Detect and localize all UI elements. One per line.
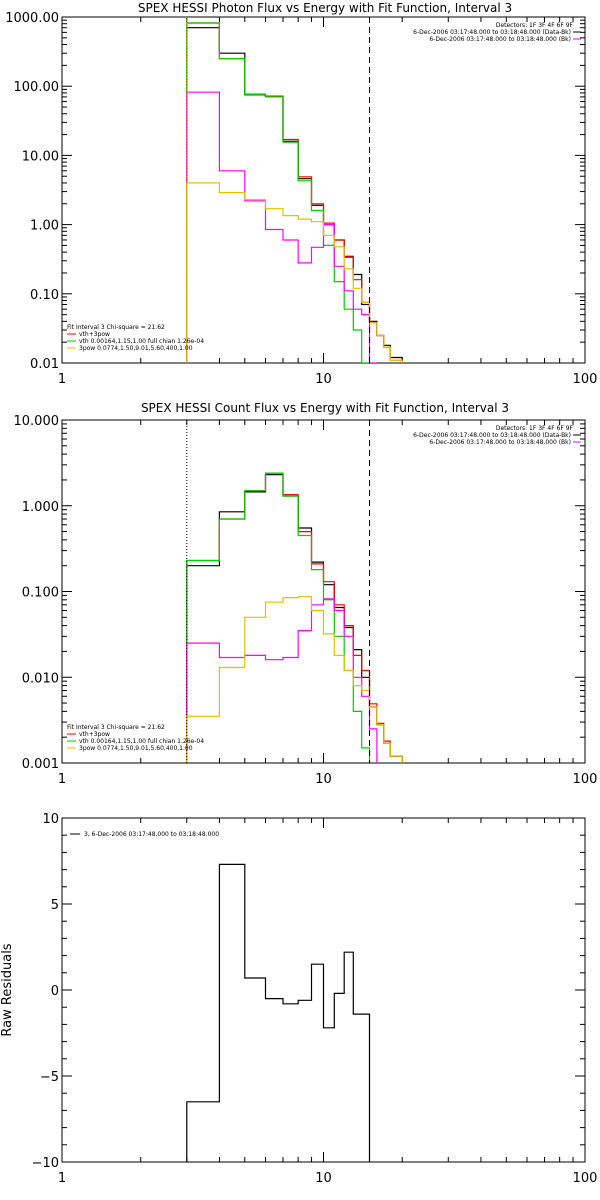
y-tick-label: 0.01 — [30, 357, 59, 372]
x-tick-label: 10 — [315, 1171, 332, 1186]
y-tick-label: 1000.00 — [5, 11, 59, 26]
y-tick-label: 1.00 — [30, 219, 59, 234]
legend-entry: 6-Dec-2006 03:17:48.000 to 03:18:48.000 … — [413, 432, 571, 439]
x-tick-label: 1 — [58, 372, 66, 387]
legend-entry: vth 0.00164,1.15,1.00 full chian 1.26e-0… — [79, 738, 204, 745]
y-axis-label: Raw Residuals — [0, 943, 15, 1036]
legend-detectors: Detectors: 1F 3F 4F 6F 9F — [496, 22, 574, 29]
chart-panel-2: SPEX HESSI Count Flux vs Energy with Fit… — [14, 401, 598, 787]
y-tick-label: 0 — [51, 984, 59, 999]
plot-area — [186, 22, 403, 363]
y-tick-label: 100.00 — [14, 80, 60, 95]
series-powerlaw-line — [186, 596, 403, 763]
x-tick-label: 100 — [573, 1171, 598, 1186]
axes-frame — [61, 16, 586, 364]
legend-entry: vth+3pow — [79, 731, 110, 738]
legend-fit-header: Fit Interval 3 Chi-square = 21.62 — [67, 724, 165, 731]
legend-entry: 3pow 0.0774,1.50,9.01,5.60,400,1.00 — [79, 345, 193, 352]
y-tick-label: −5 — [40, 1070, 59, 1085]
y-tick-label: 10 — [42, 812, 59, 827]
legend-entry: vth 0.00164,1.15,1.00 full chian 1.26e-0… — [79, 338, 204, 345]
y-tick-label: 1.000 — [22, 500, 59, 515]
x-tick-label: 1 — [58, 1171, 66, 1186]
legend-entry: 3, 6-Dec-2006 03:17:48.000 to 03:18:48.0… — [84, 831, 219, 838]
x-tick-label: 10 — [315, 772, 332, 787]
x-tick-label: 100 — [573, 372, 598, 387]
legend-entry: vth+3pow — [79, 331, 110, 338]
x-tick-label: 100 — [573, 772, 598, 787]
y-tick-label: 10.00 — [22, 149, 59, 164]
chart-panel-1: SPEX HESSI Photon Flux vs Energy with Fi… — [5, 1, 597, 387]
legend-entry: 3pow 0.0774,1.50,9.01,5.60,400,1.00 — [79, 745, 193, 752]
y-tick-label: −10 — [32, 1156, 59, 1171]
legend-entry: 6-Dec-2006 03:17:48.000 to 03:18:48.000 … — [413, 29, 571, 36]
y-tick-label: 0.001 — [22, 757, 59, 772]
chart-panel-3: 1 10 100 10 5 0 −5 −10 Raw Residuals 3, 6-Dec-200… — [0, 812, 597, 1186]
legend-entry: 6-Dec-2006 03:17:48.000 to 03:18:48.000 … — [429, 36, 571, 43]
series-powerlaw-line — [186, 182, 403, 363]
y-tick-label: 0.100 — [22, 586, 59, 601]
plot-area — [186, 863, 371, 1162]
x-tick-label: 1 — [58, 772, 66, 787]
chart-title: SPEX HESSI Count Flux vs Energy with Fit… — [141, 401, 509, 415]
x-tick-label: 10 — [315, 372, 332, 387]
legend-entry: 6-Dec-2006 03:17:48.000 to 03:18:48.000 … — [429, 439, 571, 446]
series-residuals-line — [186, 863, 371, 1162]
chart-title: SPEX HESSI Photon Flux vs Energy with Fi… — [138, 1, 512, 15]
legend-detectors: Detectors: 1F 3F 4F 6F 9F — [496, 425, 574, 432]
y-tick-label: 0.10 — [30, 288, 59, 303]
legend-fit-header: Fit Interval 3 Chi-square = 21.62 — [67, 324, 165, 331]
y-tick-label: 5 — [51, 898, 59, 913]
y-tick-label: 10.000 — [14, 414, 60, 429]
y-tick-label: 0.010 — [22, 671, 59, 686]
